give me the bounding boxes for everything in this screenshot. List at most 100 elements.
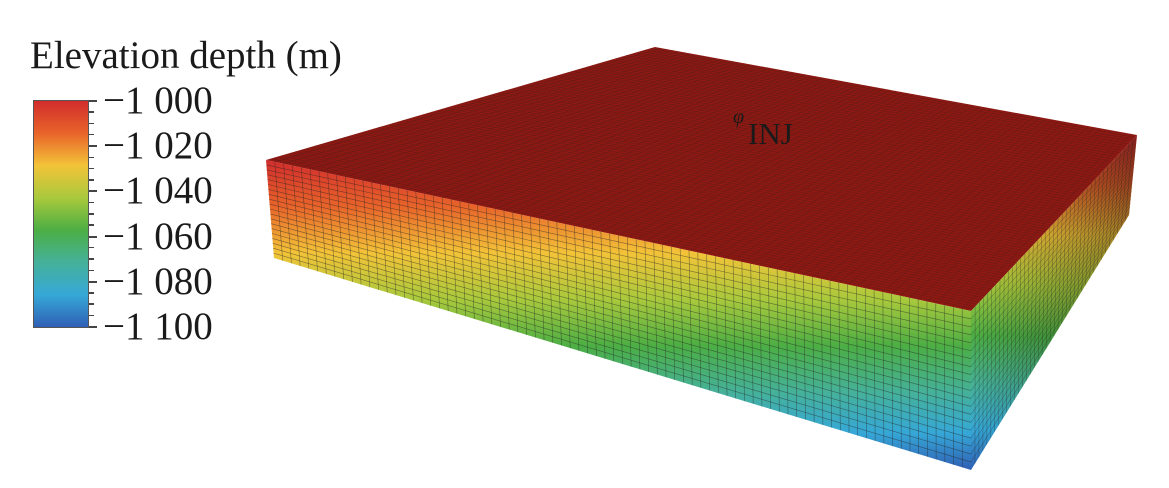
- grid-line: [970, 170, 1134, 383]
- grid-line: [314, 145, 992, 290]
- grid-line: [650, 48, 1135, 138]
- grid-line: [424, 66, 764, 195]
- grid-line: [299, 149, 986, 296]
- grid-line: [794, 112, 1017, 274]
- grid-line: [970, 150, 1136, 343]
- grid-line: [406, 118, 1032, 248]
- grid-line: [426, 113, 1040, 239]
- grid-line: [552, 76, 1094, 182]
- grid-line: [596, 63, 1113, 162]
- grid-line: [273, 247, 972, 455]
- grid-line: [611, 59, 1119, 156]
- grid-line: [319, 144, 994, 288]
- grid-line: [406, 64, 752, 191]
- colorbar-minor-tick: [89, 292, 94, 294]
- injector-well-icon: φ: [733, 106, 745, 128]
- colorbar-tick: [89, 235, 97, 238]
- grid-line: [970, 138, 1137, 320]
- front-face-grid: [266, 161, 972, 468]
- grid-line: [486, 74, 806, 208]
- colorbar-minor-tick: [89, 179, 94, 181]
- grid-line: [343, 137, 1005, 277]
- grid-line: [354, 57, 716, 180]
- grid-line: [697, 100, 951, 253]
- grid-line: [630, 53, 1127, 147]
- grid-line: [372, 128, 1017, 263]
- grid-line: [459, 70, 788, 202]
- grid-line: [970, 210, 1130, 463]
- grid-line: [292, 50, 674, 166]
- grid-line: [402, 120, 1030, 250]
- grid-line: [926, 129, 1108, 302]
- grid-line: [750, 107, 987, 265]
- grid-line: [272, 243, 972, 447]
- elevation-colorbar: [33, 100, 89, 328]
- grid-line: [547, 77, 1092, 184]
- grid-line: [267, 179, 972, 344]
- grid-line: [944, 131, 1120, 306]
- grid-line: [271, 233, 972, 431]
- grid-line: [543, 79, 1090, 186]
- grid-line: [468, 72, 794, 204]
- grid-line: [591, 87, 879, 231]
- grid-line: [970, 198, 1131, 439]
- grid-line: [601, 62, 1115, 160]
- grid-line: [847, 119, 1053, 285]
- grid-line: [653, 95, 921, 244]
- grid-line: [494, 93, 1069, 208]
- grid-line: [706, 101, 957, 255]
- grid-line: [484, 96, 1065, 213]
- colorbar-tick-label: −1 100: [103, 305, 213, 348]
- grid-line: [715, 102, 963, 257]
- colorbar-minor-tick: [89, 167, 94, 170]
- grid-line: [518, 86, 1079, 197]
- colorbar-tick: [89, 326, 97, 328]
- grid-line: [732, 105, 975, 261]
- grid-line: [301, 51, 680, 168]
- grid-line: [970, 190, 1132, 423]
- grid-line: [387, 124, 1023, 257]
- grid-line: [389, 62, 740, 187]
- colorbar-tick-label: −1 020: [103, 124, 213, 168]
- grid-line: [528, 83, 1084, 193]
- grid-line: [635, 52, 1129, 145]
- grid-line: [557, 75, 1096, 180]
- grid-line: [268, 194, 972, 367]
- grid-line: [741, 106, 981, 263]
- grid-line: [272, 238, 972, 439]
- grid-line: [270, 218, 972, 407]
- grid-line: [572, 70, 1102, 173]
- grid-line: [338, 138, 1003, 279]
- grid-line: [873, 122, 1071, 291]
- grid-line: [267, 174, 972, 336]
- grid-line: [368, 130, 1015, 266]
- grid-line: [348, 135, 1007, 274]
- colorbar-minor-tick: [89, 201, 94, 204]
- grid-line: [477, 73, 800, 206]
- grid-line: [382, 125, 1021, 259]
- grid-line: [275, 156, 976, 307]
- grid-line: [970, 154, 1136, 351]
- grid-line: [465, 101, 1057, 222]
- grid-line: [523, 84, 1082, 195]
- grid-line: [671, 97, 933, 248]
- grid-line: [358, 132, 1011, 270]
- grid-line: [475, 99, 1061, 217]
- grid-line: [776, 110, 1005, 270]
- colorbar-tick: [89, 145, 97, 148]
- colorbar-minor-tick: [89, 269, 94, 271]
- top-face-grid: [270, 47, 1135, 310]
- grid-line: [324, 142, 996, 285]
- injector-label: INJ: [748, 116, 793, 151]
- grid-line: [290, 152, 982, 301]
- grid-line: [269, 198, 972, 375]
- colorbar-tick-label: −1 060: [103, 214, 213, 258]
- grid-line: [803, 113, 1023, 276]
- grid-line: [509, 89, 1075, 202]
- grid-line: [785, 111, 1011, 272]
- colorbar-tick-label: −1 040: [103, 169, 213, 213]
- grid-line: [574, 85, 866, 227]
- grid-line: [917, 128, 1102, 300]
- grid-line: [606, 60, 1117, 158]
